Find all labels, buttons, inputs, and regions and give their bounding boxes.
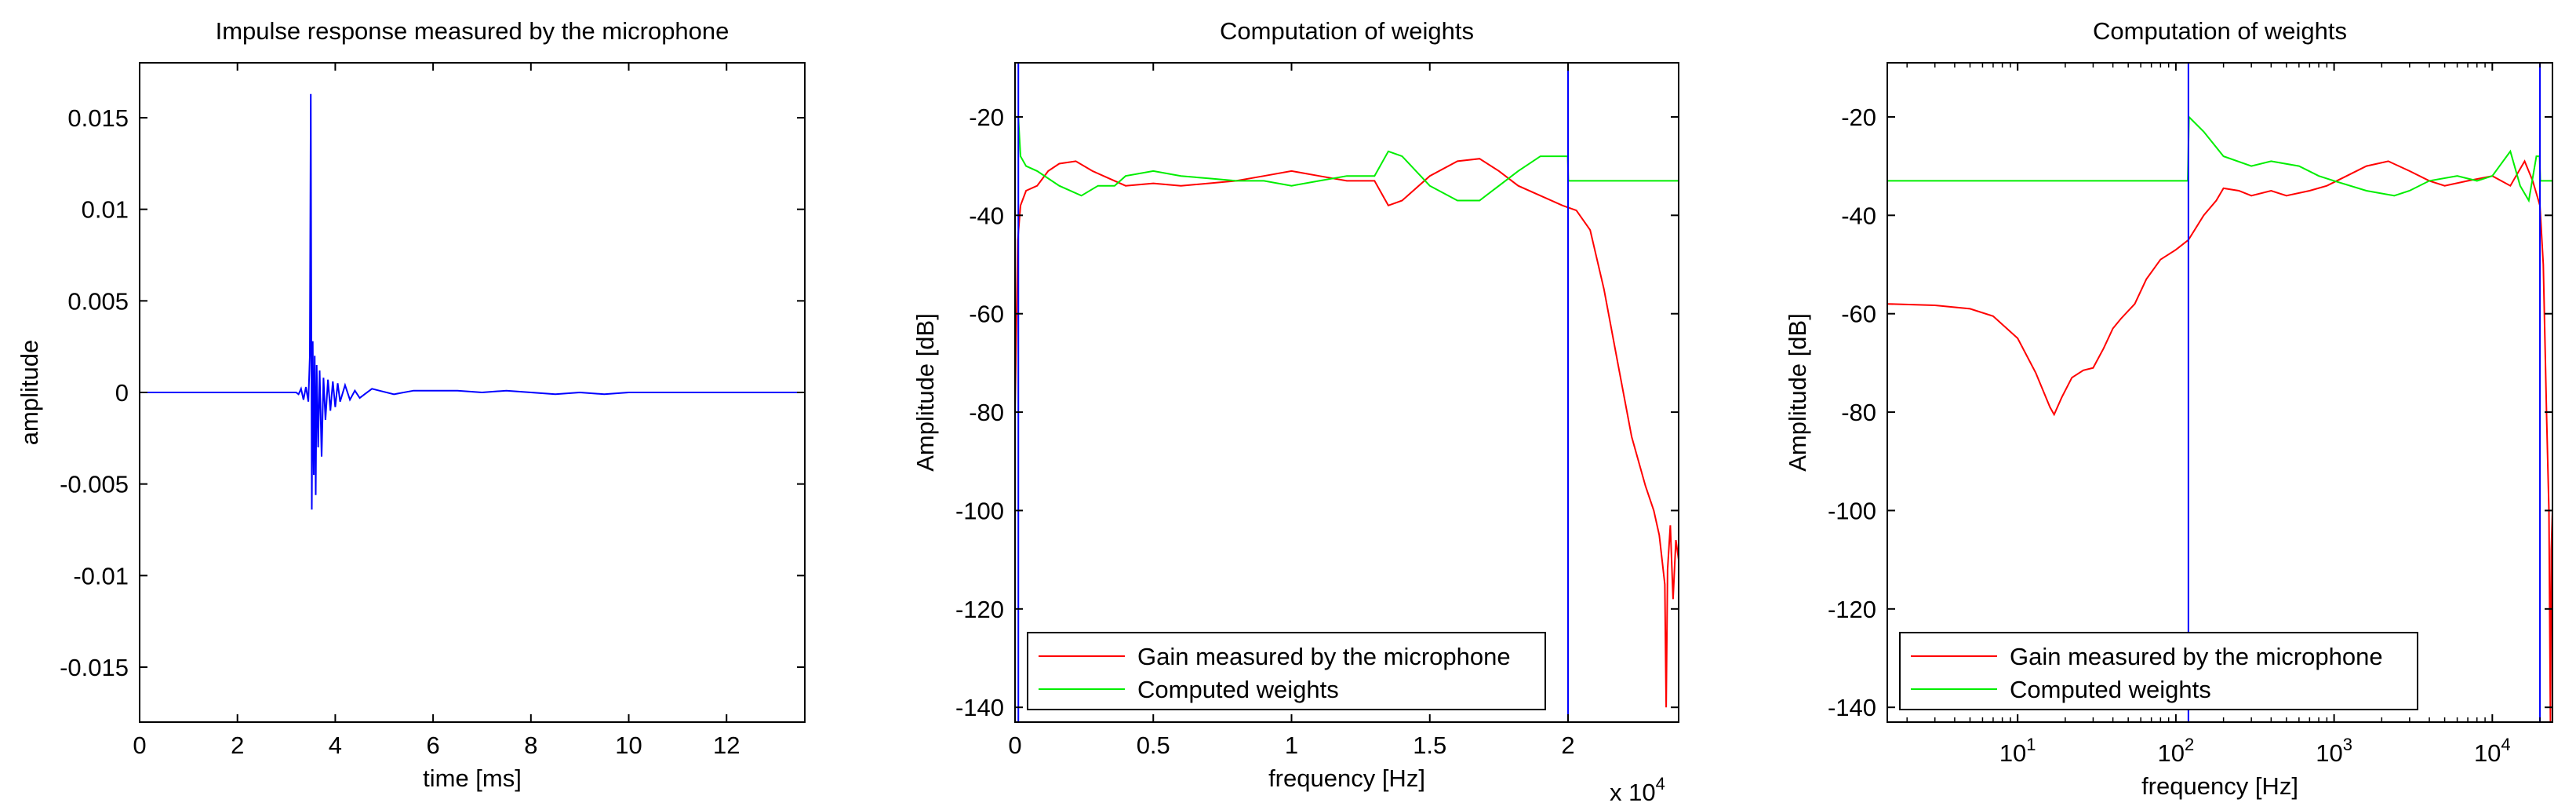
y-axis-label: amplitude (16, 340, 43, 445)
x-tick-label: 104 (2474, 735, 2511, 767)
y-tick-label: -0.01 (73, 562, 129, 589)
x-tick-label: 4 (329, 732, 342, 759)
x-tick-label: 1 (1285, 732, 1298, 759)
y-tick-label: 0.01 (82, 196, 129, 224)
legend-label: Computed weights (2010, 676, 2211, 703)
y-tick-label: -100 (1828, 497, 1876, 524)
y-tick-label: -120 (1828, 596, 1876, 623)
chart-1: 0 2 4 6 8 10 12 -0.015 -0.01 -0.005 0 0.005 0.01 0.01… (16, 17, 806, 792)
x-tick-label: 101 (1999, 735, 2036, 767)
x-axis-label: time [ms] (423, 764, 522, 792)
chart-title: Impulse response measured by the microph… (216, 17, 730, 45)
x-tick-label: 0 (133, 732, 146, 759)
y-tick-label: -80 (969, 399, 1004, 426)
series-line-1 (1015, 158, 1679, 708)
y-tick-label: -40 (969, 202, 1004, 229)
chart-title: Computation of weights (1220, 17, 1474, 45)
series-line-2 (1887, 115, 2552, 203)
x-tick-label: 0.5 (1137, 732, 1170, 759)
y-tick-label: -20 (969, 104, 1004, 131)
plot-area (1015, 63, 1679, 722)
x-axis-label: frequency [Hz] (1268, 764, 1425, 792)
y-tick-label: 0.015 (67, 104, 129, 132)
chart-3: 101 102 103 104 -140 -120 -100 -80 -60 -40 -20 Comp… (1784, 17, 2553, 800)
chart-2: 0 0.5 1 1.5 2 -140 -120 -100 -80 -60 -40 -20 Computa… (911, 17, 1679, 806)
x-tick-label: 2 (1561, 732, 1574, 759)
legend-box (1027, 632, 1546, 710)
y-tick-label: -100 (955, 497, 1004, 524)
x-tick-label: 102 (2158, 735, 2195, 767)
y-tick-label: -60 (969, 301, 1004, 328)
y-tick-label: 0.005 (67, 287, 129, 315)
y-tick-label: -0.005 (60, 471, 129, 498)
legend-label: Gain measured by the microphone (1137, 643, 1511, 670)
x-tick-label: 0 (1008, 732, 1021, 759)
legend-box (1899, 632, 2418, 710)
y-tick-label: -60 (1841, 301, 1876, 328)
y-tick-label: -140 (1828, 694, 1876, 721)
y-tick-label: -20 (1841, 104, 1876, 131)
axes-box (1014, 62, 1679, 723)
legend-label: Gain measured by the microphone (2010, 643, 2383, 670)
x-tick-label: 12 (713, 732, 740, 759)
chart-title: Computation of weights (2093, 17, 2347, 45)
y-tick-label: -0.015 (60, 654, 129, 681)
y-axis-label: Amplitude [dB] (1784, 313, 1811, 472)
y-tick-label: -40 (1841, 202, 1876, 229)
plot-area (140, 93, 805, 510)
x-exponent-label: x 104 (1610, 774, 1665, 806)
x-tick-label: 8 (524, 732, 537, 759)
plot-area (1887, 63, 2552, 722)
y-axis-label: Amplitude [dB] (911, 313, 939, 472)
legend: Gain measured by the microphone Computed … (1027, 632, 1546, 710)
y-tick-label: -80 (1841, 399, 1876, 426)
x-tick-label: 1.5 (1413, 732, 1446, 759)
x-tick-label: 103 (2316, 735, 2352, 767)
y-tick-label: -120 (955, 596, 1004, 623)
legend: Gain measured by the microphone Computed … (1899, 632, 2418, 710)
x-axis-label: frequency [Hz] (2141, 772, 2298, 800)
y-tick-label: -140 (955, 694, 1004, 721)
series-line-2 (1015, 116, 1679, 202)
y-tick-label: 0 (115, 379, 129, 407)
x-tick-label: 6 (426, 732, 439, 759)
series-line-1 (140, 93, 805, 510)
series-line-1 (1887, 159, 2552, 722)
legend-label: Computed weights (1137, 676, 1339, 703)
x-tick-label: 2 (231, 732, 244, 759)
x-tick-label: 10 (615, 732, 642, 759)
axes-box (1887, 62, 2553, 723)
